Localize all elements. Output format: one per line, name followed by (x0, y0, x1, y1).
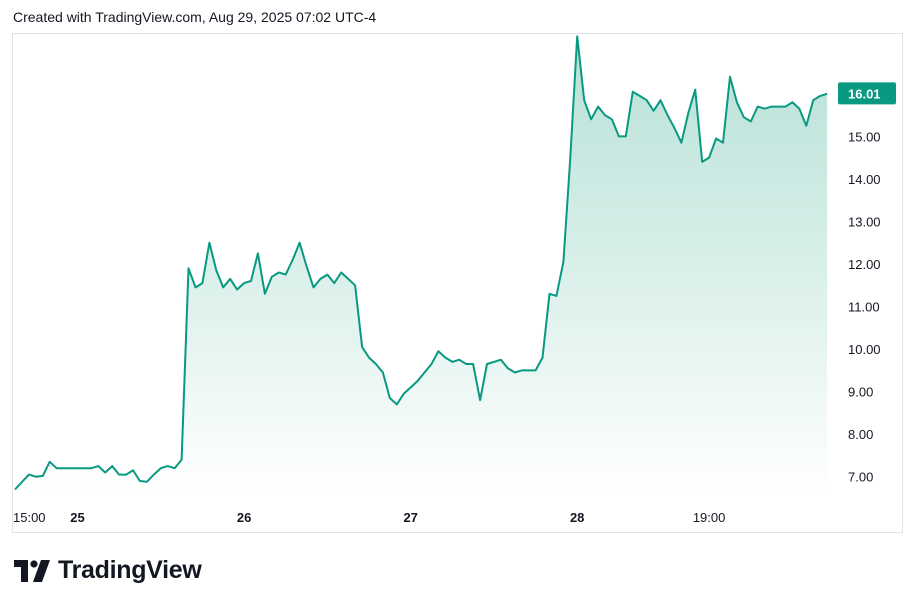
series-line (14, 35, 828, 491)
x-tick-label: 15:00 (13, 510, 46, 525)
last-price-badge: 16.01 (838, 82, 896, 105)
x-tick-label: 27 (403, 510, 417, 525)
tradingview-logo-icon (14, 559, 50, 582)
chart-attribution-header: Created with TradingView.com, Aug 29, 20… (13, 9, 377, 25)
chart-frame (12, 33, 903, 533)
area-fill (15, 36, 828, 495)
y-tick-label: 10.00 (848, 342, 881, 357)
x-tick-label: 25 (70, 510, 84, 525)
y-tick-label: 13.00 (848, 215, 881, 230)
area-fill-layer (15, 36, 828, 495)
last-price-badge-bg (838, 82, 896, 105)
brand-name: TradingView (58, 556, 202, 584)
x-tick-label: 28 (570, 510, 584, 525)
x-axis: 15:00 25 26 27 28 19:00 (13, 510, 725, 525)
y-tick-label: 15.00 (848, 129, 881, 144)
x-tick-label: 26 (237, 510, 251, 525)
y-tick-label: 12.00 (848, 257, 881, 272)
y-tick-label: 8.00 (848, 427, 873, 442)
y-tick-label: 11.00 (848, 300, 880, 315)
y-tick-label: 14.00 (848, 172, 881, 187)
y-tick-label: 9.00 (848, 385, 873, 400)
x-tick-label: 19:00 (693, 510, 726, 525)
series-line-layer (14, 35, 828, 491)
tradingview-brand[interactable]: TradingView (14, 556, 202, 585)
y-tick-label: 7.00 (848, 470, 873, 485)
y-axis: 7.00 8.00 9.00 10.00 11.00 12.00 13.00 14.00 15.… (848, 129, 881, 484)
last-price-label: 16.01 (848, 86, 881, 101)
